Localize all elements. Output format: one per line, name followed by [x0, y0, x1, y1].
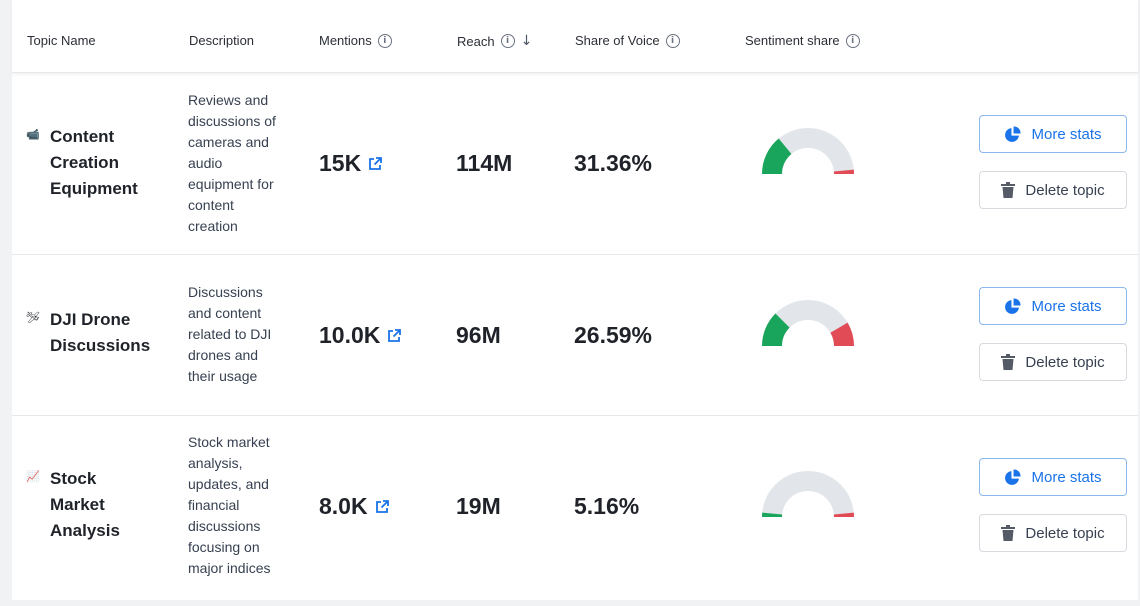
chart-icon: 📈 [26, 470, 42, 483]
arrow-down-icon[interactable]: ↓ [521, 33, 533, 49]
camera-icon: 📹 [26, 128, 42, 141]
column-label: Topic Name [27, 33, 96, 48]
delete-topic-button[interactable]: Delete topic [979, 514, 1127, 552]
gauge-neutral-arc [772, 481, 844, 517]
info-icon[interactable]: i [846, 34, 860, 48]
column-header-sentiment-share[interactable]: Sentiment share i [745, 33, 860, 48]
share-of-voice-value: 26.59% [574, 322, 652, 349]
topic-name-cell: 📈 Stock Market Analysis [26, 466, 120, 544]
mentions-value: 8.0K [319, 493, 390, 520]
column-label: Sentiment share [745, 33, 840, 48]
sentiment-gauge [760, 471, 856, 521]
topic-name-cell: 📹 Content Creation Equipment [26, 124, 138, 202]
column-label: Reach [457, 34, 495, 49]
more-stats-button[interactable]: More stats [979, 115, 1127, 153]
reach-value: 19M [456, 493, 501, 520]
mentions-value: 15K [319, 150, 383, 177]
reach-value: 96M [456, 322, 501, 349]
trash-icon [1001, 354, 1015, 370]
trash-icon [1001, 525, 1015, 541]
gauge-negative-arc [839, 328, 844, 346]
external-link-icon[interactable] [374, 499, 390, 515]
share-of-voice-value: 5.16% [574, 493, 639, 520]
sentiment-gauge [760, 300, 856, 350]
gauge-positive-arc [772, 321, 783, 346]
column-header-description[interactable]: Description [189, 33, 254, 48]
trash-icon [1001, 182, 1015, 198]
gauge-positive-arc [772, 146, 785, 174]
column-label: Description [189, 33, 254, 48]
more-stats-button[interactable]: More stats [979, 458, 1127, 496]
column-header-share-of-voice[interactable]: Share of Voice i [575, 33, 680, 48]
info-icon[interactable]: i [378, 34, 392, 48]
more-stats-button[interactable]: More stats [979, 287, 1127, 325]
mentions-value: 10.0K [319, 322, 402, 349]
pie-chart-icon [1004, 469, 1021, 486]
external-link-icon[interactable] [386, 328, 402, 344]
topic-name: Content Creation Equipment [50, 124, 138, 202]
drone-icon: 🛩 [26, 311, 42, 324]
info-icon[interactable]: i [501, 34, 515, 48]
delete-topic-button[interactable]: Delete topic [979, 343, 1127, 381]
share-of-voice-value: 31.36% [574, 150, 652, 177]
table-row: 📹 Content Creation Equipment Reviews and… [12, 73, 1138, 255]
topic-name-cell: 🛩 DJI Drone Discussions [26, 307, 150, 359]
column-header-topic-name[interactable]: Topic Name [27, 33, 96, 48]
column-label: Mentions [319, 33, 372, 48]
topic-name: DJI Drone Discussions [50, 307, 150, 359]
reach-value: 114M [456, 150, 512, 177]
delete-topic-button[interactable]: Delete topic [979, 171, 1127, 209]
pie-chart-icon [1004, 298, 1021, 315]
external-link-icon[interactable] [367, 156, 383, 172]
pie-chart-icon [1004, 126, 1021, 143]
sentiment-gauge [760, 128, 856, 178]
column-header-mentions[interactable]: Mentions i [319, 33, 392, 48]
column-label: Share of Voice [575, 33, 660, 48]
info-icon[interactable]: i [666, 34, 680, 48]
topic-name: Stock Market Analysis [50, 466, 120, 544]
